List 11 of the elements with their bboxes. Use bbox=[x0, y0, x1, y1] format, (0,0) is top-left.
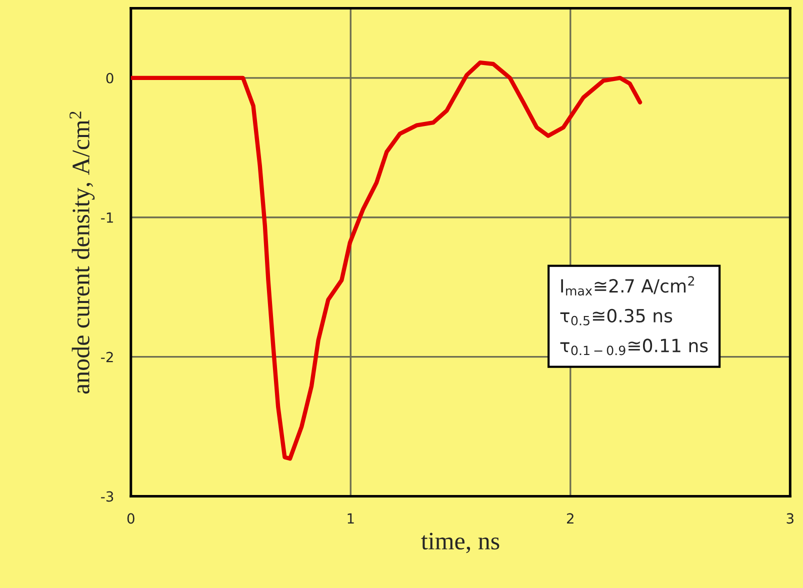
x-axis-title: time, ns bbox=[421, 532, 500, 554]
y-tick-label: -1 bbox=[101, 212, 113, 223]
x-tick-label: 3 bbox=[786, 513, 794, 524]
y-tick-label: -2 bbox=[101, 352, 113, 362]
text: I$_{max}$≅2.7 A/cm$^{2}$ τ$_{0.5}$≅0.35 ns τ$_{0.1−0.9}$≅0.11 ns bbox=[560, 276, 708, 356]
x-tick-label: 1 bbox=[348, 513, 354, 524]
x-tick-label: 2 bbox=[566, 513, 574, 524]
x-tick-label: 0 bbox=[127, 513, 134, 524]
y-tick-label: 0 bbox=[106, 72, 114, 84]
y-axis-title: anode curent density, A/cm$^{2}$ bbox=[70, 112, 95, 394]
y-tick-label: -3 bbox=[101, 491, 114, 502]
